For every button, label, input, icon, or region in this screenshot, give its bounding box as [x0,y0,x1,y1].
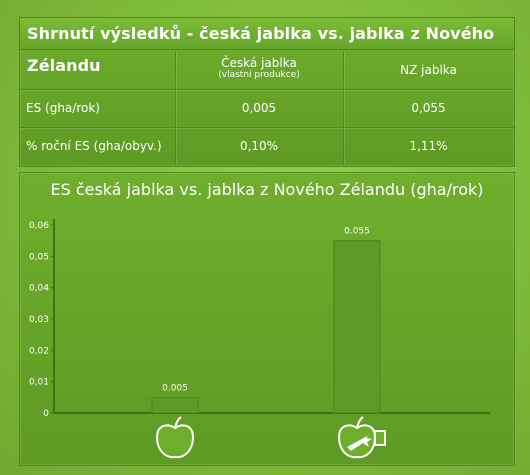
row-divider [20,89,514,90]
cell-percent-czech: 0,10% [239,139,279,153]
y-tick-label: 0,04 [29,284,49,294]
column-divider [175,51,176,165]
bar-chart: 0 0,01 0,02 0,03 0,04 0,05 0,06 0.005 0.055 [29,219,490,459]
bar-value-label: 0.005 [162,383,188,393]
column-header-sublabel: (vlastní produkce) [218,70,300,80]
apple-with-plane-icon [338,416,386,459]
cell-es-czech: 0,005 [241,101,277,115]
y-tick-label: 0 [43,409,49,419]
y-tick-label: 0,01 [29,378,49,388]
column-divider [343,51,344,165]
column-header-nz: NZ jablka [400,63,457,77]
bar-1 [151,396,199,414]
bar-2 [333,240,381,414]
y-tick-label: 0,05 [29,252,49,262]
apple-icon [156,416,194,459]
table-title: Shrnutí výsledků - česká jablka vs. jabl… [20,18,514,75]
y-tick-label: 0,02 [29,346,49,356]
column-header-czech: Česká jablka (vlastní produkce) [175,51,343,89]
cell-percent-nz: 1,11% [409,139,448,153]
bar-value-label: 0.055 [344,227,370,237]
summary-table: Shrnutí výsledků - česká jablka vs. jabl… [19,17,515,167]
y-tick-label: 0,03 [29,315,49,325]
row-label-es: ES (gha/rok) [26,101,100,115]
chart-title: ES česká jablka vs. jablka z Nového Zéla… [50,180,484,199]
row-label-percent: % roční ES (gha/obyv.) [26,139,162,153]
bar-chart-panel: ES česká jablka vs. jablka z Nového Zéla… [19,172,515,466]
row-divider [20,127,514,128]
y-tick-label: 0,06 [29,221,49,231]
cell-es-nz: 0,055 [411,101,446,115]
column-header-label: Česká jablka [221,56,297,70]
